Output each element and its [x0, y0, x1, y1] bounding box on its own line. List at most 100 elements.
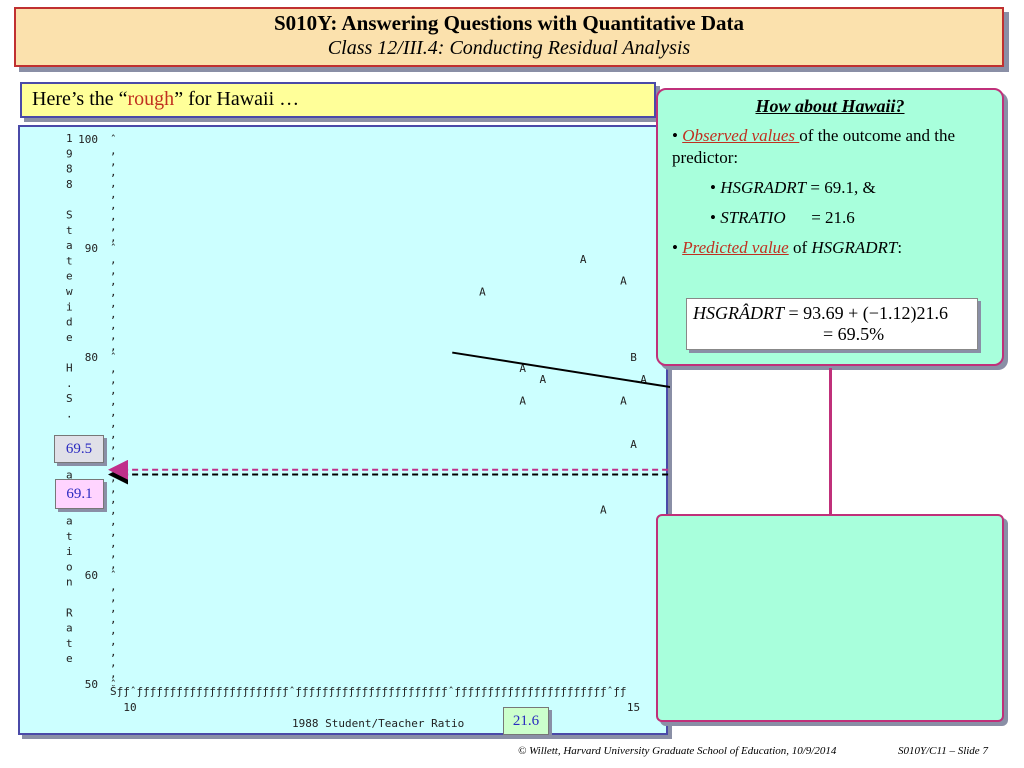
- data-point: A: [519, 362, 526, 375]
- y-axis-title-char: a: [66, 469, 73, 482]
- slide-subtitle: Class 12/III.4: Conducting Residual Anal…: [327, 37, 691, 59]
- hsgradrt-observed: • HSGRADRT = 69.1, &: [710, 178, 876, 197]
- y-axis-title-char: R: [66, 606, 73, 619]
- y-tick-mark: ˆ: [110, 569, 117, 582]
- predicted-value-bullet: • Predicted value of HSGRADRT:: [672, 238, 903, 257]
- y-tick-mark: ˆ: [110, 678, 117, 691]
- stratio-value-callout: 21.6: [503, 707, 549, 735]
- rough-highlight: rough: [127, 88, 175, 110]
- y-axis-rule-mark: ,: [110, 155, 117, 168]
- y-axis-rule-mark: ,: [110, 188, 117, 201]
- y-axis-title-char: a: [66, 622, 73, 635]
- y-axis-rule-mark: ,: [110, 634, 117, 647]
- predicted-var: HSGRADRT: [811, 238, 898, 257]
- rough-prefix: Here’s the “: [32, 88, 128, 110]
- y-axis-rule-mark: ,: [110, 264, 117, 277]
- y-axis-rule-mark: ,: [110, 416, 117, 429]
- y-axis-rule-mark: ,: [110, 297, 117, 310]
- y-axis-rule-mark: ,: [110, 220, 117, 233]
- y-axis-rule-mark: ,: [110, 177, 117, 190]
- y-axis-title-char: e: [66, 331, 73, 344]
- y-axis-rule-mark: ,: [110, 231, 117, 244]
- predicted-value-callout: 69.5: [54, 435, 104, 463]
- x-tick-label: 10: [123, 701, 136, 714]
- hsgradrt-val: = 69.1, &: [806, 178, 876, 197]
- y-axis-rule-mark: ,: [110, 504, 117, 517]
- data-point: B: [630, 351, 637, 364]
- predicted-value-link[interactable]: Predicted value: [682, 238, 789, 257]
- data-point: A: [519, 395, 526, 408]
- y-tick-mark: ˆ: [110, 242, 117, 255]
- observed-values-bullet: • Observed values of the outcome and the…: [672, 126, 956, 167]
- y-axis-title-char: i: [66, 545, 73, 558]
- y-axis-rule-mark: ,: [110, 198, 117, 211]
- observed-values-link[interactable]: Observed values: [682, 126, 800, 145]
- data-point: A: [620, 275, 627, 288]
- observed-values-text: of the outcome and the predictor:: [672, 126, 956, 167]
- y-axis-rule-mark: ,: [110, 307, 117, 320]
- y-axis-title-char: S: [66, 392, 73, 405]
- y-axis-rule-mark: ,: [110, 253, 117, 266]
- y-axis-title-char: d: [66, 316, 73, 329]
- data-point: A: [540, 373, 547, 386]
- y-axis-rule-mark: ,: [110, 384, 117, 397]
- y-axis-rule-mark: ,: [110, 395, 117, 408]
- y-axis-rule-mark: ,: [110, 580, 117, 593]
- slide-title: S010Y: Answering Questions with Quantita…: [273, 11, 745, 35]
- y-axis-rule-mark: ,: [110, 667, 117, 680]
- data-point: A: [630, 438, 637, 451]
- panel-connector: [829, 368, 832, 516]
- y-axis-title-char: t: [66, 637, 73, 650]
- y-axis-rule-mark: ,: [110, 275, 117, 288]
- y-axis-rule-mark: ,: [110, 525, 117, 538]
- y-axis-rule-mark: ,: [110, 166, 117, 179]
- y-axis-rule-mark: ,: [110, 427, 117, 440]
- predicted-colon: :: [897, 238, 903, 257]
- y-axis-rule-mark: ,: [110, 482, 117, 495]
- equation-rhs: = 93.69 + (−1.12)21.6: [784, 303, 948, 323]
- y-axis-rule-mark: ,: [110, 209, 117, 222]
- data-point: A: [620, 395, 627, 408]
- y-axis-title-char: a: [66, 239, 73, 252]
- y-tick-mark: ˆ: [110, 133, 117, 146]
- y-tick-label: 60: [85, 569, 98, 582]
- y-axis-title-char: e: [66, 270, 73, 283]
- y-axis-rule-mark: ,: [110, 318, 117, 331]
- y-axis-rule-mark: ,: [110, 536, 117, 549]
- regression-line: [452, 351, 670, 388]
- y-axis-rule-mark: ,: [110, 449, 117, 462]
- y-axis-rule-mark: ,: [110, 144, 117, 157]
- y-axis-title-char: o: [66, 560, 73, 573]
- stratio-val: = 21.6: [785, 208, 855, 227]
- stratio-var: STRATIO: [720, 208, 786, 227]
- rough-caption: Here’s the “rough” for Hawaii …: [20, 82, 656, 118]
- data-point: A: [640, 373, 647, 386]
- y-axis-rule-mark: ,: [110, 515, 117, 528]
- y-axis-rule-mark: ,: [110, 558, 117, 571]
- y-axis-rule-mark: ,: [110, 493, 117, 506]
- hsgradrt-var: HSGRADRT: [720, 178, 807, 197]
- x-axis-title: 1988 Student/Teacher Ratio: [292, 717, 464, 730]
- predicted-of: of: [788, 238, 812, 257]
- y-tick-mark: ˆ: [110, 351, 117, 364]
- hawaii-panel-title: How about Hawaii?: [755, 96, 905, 116]
- data-point: A: [479, 286, 486, 299]
- y-tick-label: 80: [85, 351, 98, 364]
- y-axis-title-char: 9: [66, 147, 73, 160]
- slide-header: S010Y: Answering Questions with Quantita…: [14, 7, 1004, 67]
- y-tick-label: 100: [78, 133, 98, 146]
- rough-suffix: ” for Hawaii …: [174, 88, 300, 110]
- y-axis-rule-mark: ,: [110, 645, 117, 658]
- hawaii-panel: How about Hawaii? • Observed values of t…: [656, 88, 1004, 366]
- equation-lhs: HSGRÂDRT: [693, 303, 784, 323]
- y-axis-rule-mark: ,: [110, 329, 117, 342]
- footer-slide-number: S010Y/C11 – Slide 7: [898, 745, 988, 757]
- x-axis-rule: Šƒƒˆƒƒƒƒƒƒƒƒƒƒƒƒƒƒƒƒƒƒƒƒƒƒƒˆƒƒƒƒƒƒƒƒƒƒƒƒ…: [110, 685, 627, 698]
- y-axis-title-char: t: [66, 254, 73, 267]
- y-axis-title-char: 8: [66, 163, 73, 176]
- data-point: A: [580, 253, 587, 266]
- y-axis-title-char: t: [66, 530, 73, 543]
- y-axis-title-char: .: [66, 407, 73, 420]
